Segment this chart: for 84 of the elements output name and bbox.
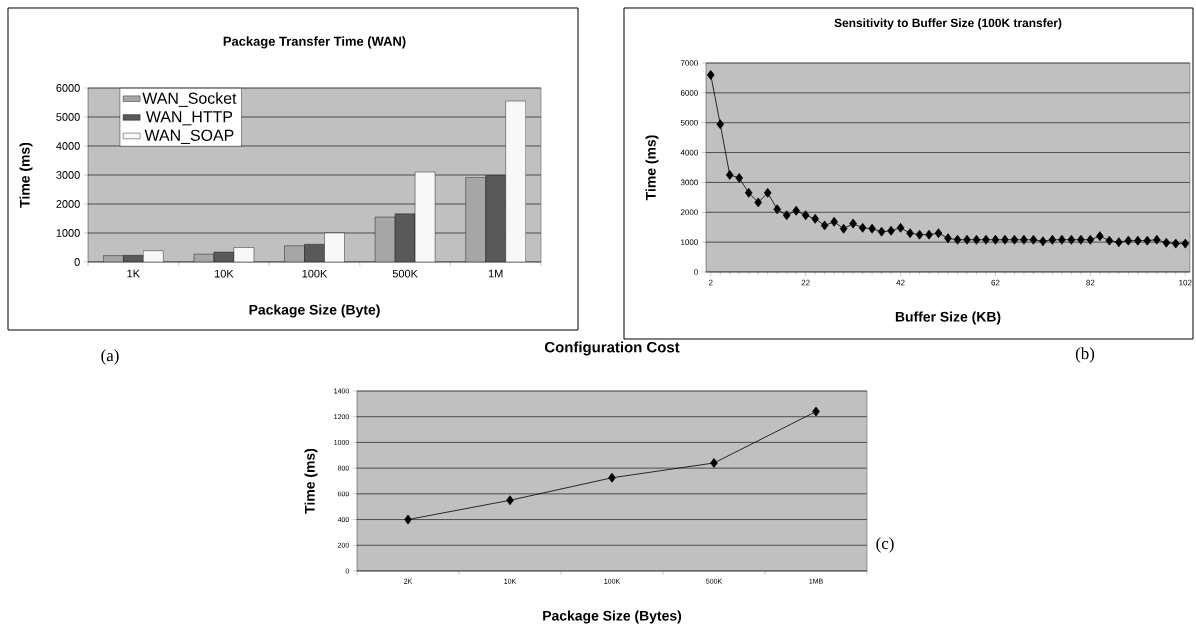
- point: [1010, 234, 1019, 245]
- point: [953, 234, 962, 245]
- y-tick-label: 2000: [56, 200, 80, 208]
- point: [763, 187, 772, 198]
- point: [1172, 238, 1180, 249]
- legend-label: WAN_SOAP: [144, 129, 234, 144]
- point: [792, 205, 800, 216]
- point: [1096, 231, 1104, 242]
- point: [1086, 234, 1095, 245]
- point: [773, 204, 781, 215]
- point: [1077, 234, 1085, 245]
- point: [1001, 234, 1009, 245]
- point: [972, 234, 981, 245]
- point: [706, 70, 715, 80]
- x-tick-label: 100K: [302, 269, 328, 278]
- point: [1048, 234, 1057, 245]
- point: [982, 234, 990, 245]
- y-tick-label: 4000: [56, 142, 80, 150]
- bar: [505, 100, 526, 262]
- point: [812, 406, 820, 417]
- point: [811, 213, 819, 224]
- x-axis-title: Buffer Size (KB): [895, 311, 1001, 325]
- x-tick-label: 1M: [488, 269, 503, 278]
- point: [820, 220, 829, 231]
- point: [744, 187, 753, 198]
- y-tick-label: 0: [74, 258, 80, 266]
- point: [1115, 237, 1123, 248]
- y-tick-label: 3000: [56, 171, 80, 179]
- point: [849, 218, 857, 229]
- point: [710, 458, 718, 468]
- y-axis-title: Time (ms): [19, 142, 33, 208]
- y-tick-label: 6000: [56, 84, 80, 92]
- point: [1134, 235, 1142, 246]
- point: [608, 472, 616, 483]
- text: (b): [1075, 347, 1095, 363]
- point: [1162, 237, 1171, 248]
- point: [896, 222, 905, 233]
- point: [877, 226, 886, 237]
- point: [1105, 235, 1114, 246]
- point: [735, 173, 744, 183]
- chart-title: Configuration Cost: [544, 341, 680, 356]
- point: [991, 234, 1000, 245]
- point: [906, 228, 914, 239]
- legend-label: WAN_Socket: [142, 92, 237, 107]
- text: (a): [101, 349, 119, 365]
- point: [963, 234, 971, 245]
- point: [868, 223, 876, 234]
- text: (c): [876, 537, 894, 553]
- point: [944, 233, 952, 244]
- point: [782, 210, 791, 221]
- x-axis-title: Package Size (Bytes): [543, 610, 682, 624]
- point: [1153, 234, 1161, 245]
- point: [1124, 235, 1133, 246]
- point: [506, 495, 514, 506]
- point: [716, 119, 725, 130]
- legend-label: WAN_HTTP: [145, 111, 233, 126]
- y-tick-label: 5000: [56, 113, 80, 121]
- chart-title: Sensitivity to Buffer Size (100K transfer): [834, 18, 1062, 30]
- point: [1067, 234, 1076, 245]
- point: [934, 228, 943, 239]
- point: [725, 170, 734, 180]
- point: [915, 229, 924, 240]
- point: [1020, 234, 1028, 245]
- y-axis-title: Time (ms): [645, 135, 659, 201]
- point: [801, 210, 810, 221]
- point: [1058, 234, 1066, 245]
- y-axis-title: Time (ms): [304, 448, 318, 514]
- x-axis-title: Package Size (Byte): [249, 304, 380, 318]
- point: [839, 223, 848, 234]
- y-tick-label: 1000: [56, 229, 80, 237]
- point: [858, 222, 867, 233]
- x-tick-label: 1K: [127, 269, 140, 278]
- point: [1181, 238, 1190, 249]
- point: [1039, 236, 1047, 247]
- point: [754, 197, 762, 208]
- point: [830, 216, 838, 227]
- chart-title: Package Transfer Time (WAN): [223, 36, 406, 49]
- point: [404, 514, 412, 525]
- x-tick-label: 10K: [214, 269, 234, 278]
- point: [1143, 235, 1152, 246]
- point: [1029, 234, 1038, 245]
- point: [925, 229, 933, 240]
- point: [887, 225, 895, 236]
- x-tick-label: 500K: [392, 269, 418, 278]
